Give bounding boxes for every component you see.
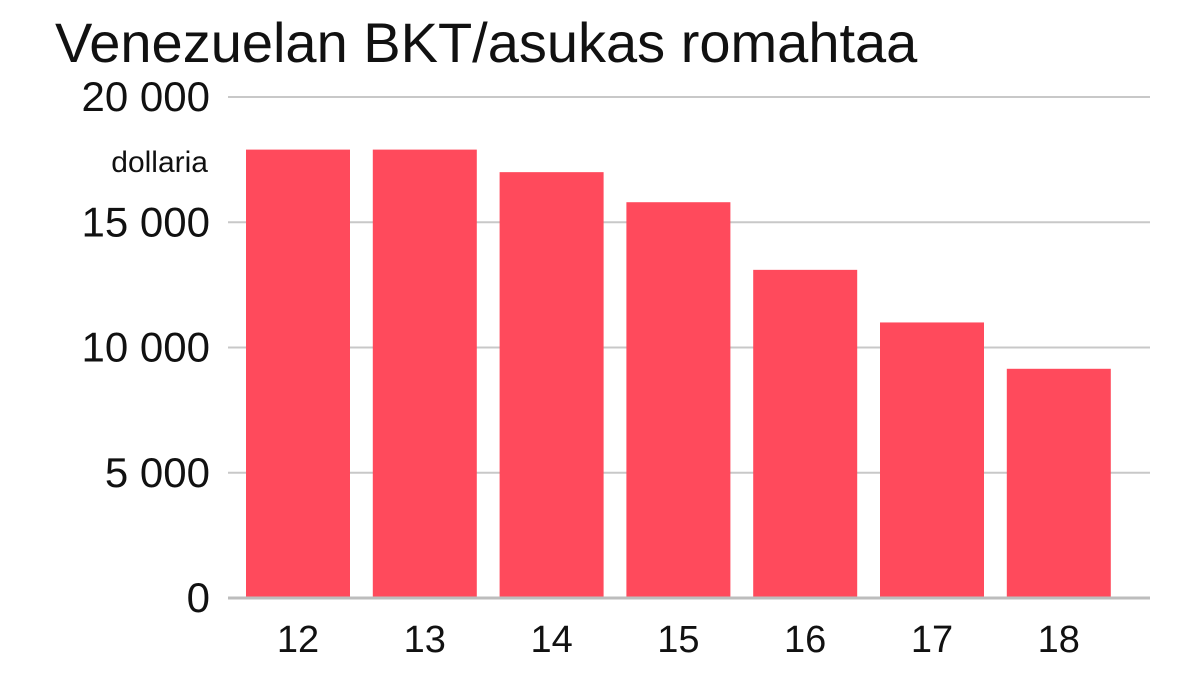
y-tick-label: 10 000 [82, 324, 210, 371]
y-axis-unit-label: dollaria [111, 146, 208, 179]
y-tick-label: 15 000 [82, 198, 210, 245]
x-tick-label: 12 [277, 619, 319, 661]
x-tick-label: 13 [404, 619, 446, 661]
chart-title: Venezuelan BKT/asukas romahtaa [55, 11, 918, 74]
y-tick-label: 0 [187, 574, 210, 621]
x-tick-label: 17 [911, 619, 953, 661]
y-tick-label: 5 000 [105, 449, 210, 496]
y-axis-tick-labels: 0 5 000 10 000 15 000 20 000 [82, 73, 210, 621]
bar [246, 149, 350, 599]
bar [372, 149, 477, 599]
bars [246, 149, 1111, 599]
bar [753, 269, 858, 598]
bar [1006, 368, 1111, 598]
x-tick-label: 16 [784, 619, 826, 661]
bar [880, 322, 984, 598]
bar [499, 172, 604, 598]
x-axis-tick-labels: 12 13 14 15 16 17 18 [277, 619, 1080, 661]
y-tick-label: 20 000 [82, 73, 210, 120]
bar [626, 202, 731, 598]
x-tick-label: 18 [1038, 619, 1080, 661]
x-tick-label: 15 [657, 619, 699, 661]
x-tick-label: 14 [530, 619, 572, 661]
